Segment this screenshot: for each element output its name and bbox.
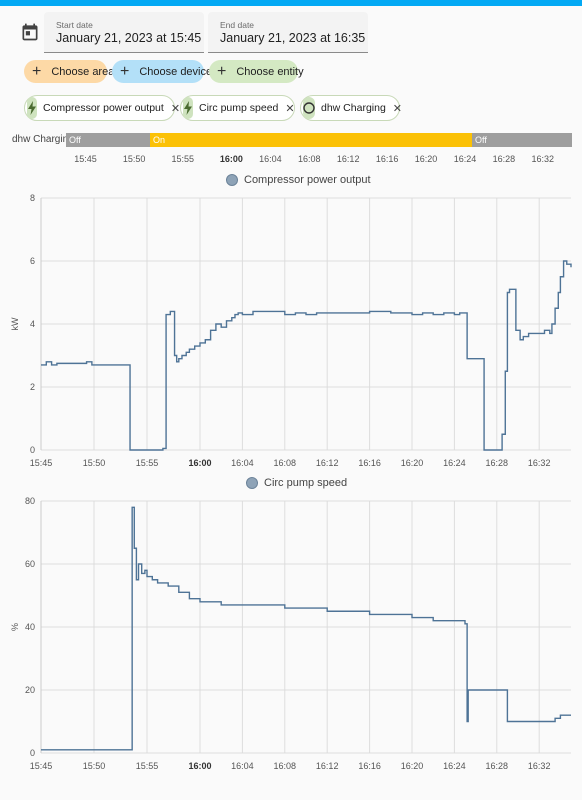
x-tick-label: 15:45: [30, 761, 53, 771]
x-tick-label: 16:04: [231, 458, 254, 468]
choose-device-label: Choose device: [139, 65, 213, 78]
timeline-tick-label: 16:32: [531, 154, 555, 164]
end-date-label: End date: [220, 20, 255, 30]
x-tick-label: 16:08: [274, 761, 297, 771]
x-tick-label: 16:28: [486, 458, 509, 468]
entity-chip-circ-pump[interactable]: Circ pump speed ✕: [180, 95, 295, 121]
lightning-icon: [183, 97, 193, 119]
remove-chip-icon[interactable]: ✕: [170, 102, 181, 115]
x-tick-label: 15:55: [136, 761, 159, 771]
x-tick-label: 15:50: [83, 458, 106, 468]
x-tick-label: 16:20: [401, 761, 424, 771]
start-date-field[interactable]: Start date January 21, 2023 at 15:45: [44, 12, 204, 53]
choose-device-button[interactable]: + Choose device: [112, 60, 212, 83]
y-tick-label: 20: [25, 685, 35, 695]
entity-chip-compressor-power[interactable]: Compressor power output ✕: [24, 95, 180, 121]
entity-chip-dhw-charging[interactable]: dhw Charging ✕: [300, 95, 403, 121]
x-tick-label: 16:20: [401, 458, 424, 468]
timeline-segment-on[interactable]: On: [150, 133, 472, 147]
x-tick-label: 16:32: [528, 458, 551, 468]
x-tick-label: 15:50: [83, 761, 106, 771]
timeline-tick-label: 16:28: [492, 154, 516, 164]
legend-label: Circ pump speed: [264, 477, 348, 489]
choose-area-label: Choose area: [51, 65, 115, 78]
top-accent-bar: [0, 0, 582, 6]
x-tick-label: 16:28: [486, 761, 509, 771]
y-tick-label: 2: [30, 382, 35, 392]
x-tick-label: 16:16: [358, 458, 381, 468]
x-tick-label: 16:32: [528, 761, 551, 771]
chart-legend[interactable]: Circ pump speed: [246, 477, 347, 489]
y-tick-label: 6: [30, 256, 35, 266]
start-date-value: January 21, 2023 at 15:45: [56, 31, 202, 45]
series-line: [41, 506, 571, 751]
choose-area-button[interactable]: + Choose area: [24, 60, 114, 83]
circle-outline-icon: [303, 97, 315, 119]
x-tick-label: 16:16: [358, 761, 381, 771]
compressor-power-chart[interactable]: 0 2 4 6 8 15:45 15:50 15:55 16:00 16:04 16:08 16:12…: [0, 190, 582, 480]
timeline-tick-label: 15:50: [122, 154, 146, 164]
legend-dot: [246, 477, 258, 489]
y-tick-label: 0: [30, 445, 35, 455]
timeline-tick-label: 16:04: [259, 154, 282, 164]
x-tick-label: 16:12: [316, 458, 339, 468]
y-tick-label: 40: [25, 622, 35, 632]
legend-label: Compressor power output: [244, 174, 371, 186]
y-tick-label: 80: [25, 496, 35, 506]
timeline-tick-label: 16:00: [219, 154, 243, 164]
remove-chip-icon[interactable]: ✕: [392, 102, 403, 115]
timeline-tick-label: 16:20: [414, 154, 438, 164]
x-tick-label: 16:04: [231, 761, 254, 771]
start-date-label: Start date: [56, 20, 93, 30]
x-tick-label: 16:08: [274, 458, 297, 468]
entity-chip-label: dhw Charging: [321, 102, 386, 114]
x-tick-label: 16:24: [443, 761, 466, 771]
timeline-tick-label: 16:16: [375, 154, 399, 164]
timeline-tick-label: 15:45: [74, 154, 97, 164]
end-date-value: January 21, 2023 at 16:35: [220, 31, 366, 45]
x-tick-label: 16:12: [316, 761, 339, 771]
calendar-icon[interactable]: [20, 22, 40, 42]
x-tick-label: 16:24: [443, 458, 466, 468]
timeline-entity-label: dhw Charging: [12, 134, 74, 145]
x-tick-label: 15:45: [30, 458, 53, 468]
x-tick-label: 15:55: [136, 458, 159, 468]
y-axis-title: kW: [10, 317, 20, 331]
x-tick-label: 16:00: [188, 458, 211, 468]
choose-entity-button[interactable]: + Choose entity: [209, 60, 304, 83]
timeline-tick-label: 16:08: [298, 154, 321, 164]
timeline-tick-label: 16:12: [336, 154, 360, 164]
x-tick-label: 16:00: [188, 761, 211, 771]
timeline-tick-label: 15:55: [171, 154, 195, 164]
y-tick-label: 60: [25, 559, 35, 569]
legend-dot: [226, 174, 238, 186]
timeline-tick-label: 16:24: [453, 154, 477, 164]
y-axis-title: %: [10, 623, 20, 631]
y-tick-label: 8: [30, 193, 35, 203]
lightning-icon: [27, 97, 37, 119]
choose-entity-label: Choose entity: [236, 65, 304, 78]
plus-icon: +: [217, 63, 227, 80]
circ-pump-speed-chart[interactable]: 0 20 40 60 80 15:45 15:50 15:55 16:00 16:04 16:08 1…: [0, 493, 582, 783]
timeline-segment-off[interactable]: Off: [472, 133, 572, 147]
timeline-segment-off[interactable]: Off: [66, 133, 150, 147]
remove-chip-icon[interactable]: ✕: [285, 102, 295, 115]
entity-chip-label: Circ pump speed: [199, 102, 279, 114]
plus-icon: +: [32, 63, 42, 80]
plus-icon: +: [120, 63, 130, 80]
y-tick-label: 4: [30, 319, 35, 329]
y-tick-label: 0: [30, 748, 35, 758]
series-line: [41, 260, 572, 451]
chart-legend[interactable]: Compressor power output: [226, 174, 371, 186]
entity-chip-label: Compressor power output: [43, 102, 164, 114]
end-date-field[interactable]: End date January 21, 2023 at 16:35: [208, 12, 368, 53]
